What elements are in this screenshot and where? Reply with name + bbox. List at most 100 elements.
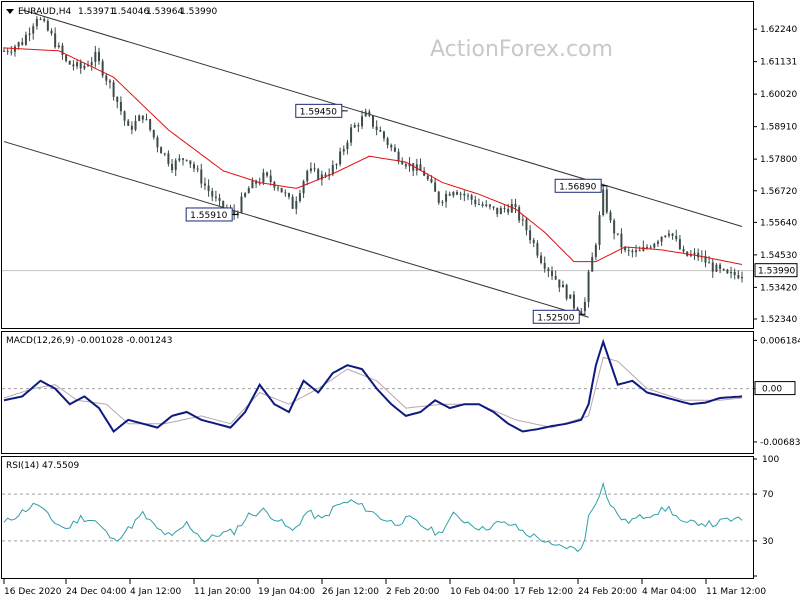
candle-body xyxy=(532,240,535,244)
candle-body xyxy=(156,137,159,148)
candle-body xyxy=(445,193,448,202)
candle-body xyxy=(90,61,93,66)
current-price-label: 1.53990 xyxy=(758,267,795,277)
ohlc-open: 1.53971 xyxy=(78,7,115,17)
candle-body xyxy=(39,18,42,20)
candle-body xyxy=(313,168,316,170)
time-tick-label: 4 Jan 12:00 xyxy=(130,587,182,597)
candle-body xyxy=(456,192,459,195)
rsi-tick-label: 100 xyxy=(762,455,779,465)
candle-body xyxy=(339,151,342,165)
price-title: EURAUD,H4 xyxy=(18,7,71,17)
candle-body xyxy=(551,271,554,276)
candle-body xyxy=(393,147,396,152)
candle-body xyxy=(678,239,681,250)
candle-body xyxy=(21,42,24,45)
candle-body xyxy=(211,191,214,197)
candle-body xyxy=(715,264,718,272)
candle-body xyxy=(284,192,287,194)
candle-body xyxy=(298,193,301,202)
candle-body xyxy=(477,204,480,206)
candle-body xyxy=(379,129,382,132)
annotation-box xyxy=(554,178,602,193)
candle-body xyxy=(251,180,254,189)
candle-body xyxy=(415,164,418,171)
time-tick-label: 19 Jan 04:00 xyxy=(258,587,315,597)
candle-body xyxy=(28,33,31,35)
macd-panel-frame xyxy=(1,331,754,454)
candle-body xyxy=(244,193,247,197)
candle-body xyxy=(6,50,9,52)
time-tick-label: 10 Feb 04:00 xyxy=(450,587,509,597)
candle-body xyxy=(134,120,137,130)
candle-body xyxy=(368,111,371,116)
candle-body xyxy=(518,207,521,221)
candle-body xyxy=(123,111,126,121)
ohlc-close: 1.53990 xyxy=(180,7,217,17)
candle-body xyxy=(116,96,119,102)
candle-body xyxy=(689,254,692,256)
candle-body xyxy=(510,203,513,213)
candle-body xyxy=(141,115,144,120)
candle-body xyxy=(397,151,400,162)
candle-body xyxy=(79,62,82,69)
current-price-box xyxy=(754,263,798,278)
candle-body xyxy=(572,294,575,309)
candle-body xyxy=(591,256,594,272)
candle-body xyxy=(302,181,305,194)
candle-body xyxy=(722,268,725,270)
candle-body xyxy=(167,153,170,164)
time-tick-label: 4 Mar 04:00 xyxy=(642,587,697,597)
rsi-title: RSI(14) 47.5509 xyxy=(6,461,79,471)
dropdown-triangle-icon xyxy=(6,9,14,14)
candle-body xyxy=(408,163,411,167)
candle-body xyxy=(587,271,590,302)
candle-body xyxy=(423,170,426,176)
candle-body xyxy=(540,255,543,263)
watermark-text: ActionForex.com xyxy=(430,37,613,62)
price-tick-label: 1.61131 xyxy=(760,58,797,68)
candle-body xyxy=(277,187,280,189)
candle-body xyxy=(631,250,634,253)
annotation-label: 1.52500 xyxy=(537,313,574,323)
candle-body xyxy=(726,269,729,274)
rsi-lines xyxy=(3,481,743,553)
macd-signal-line xyxy=(3,356,743,429)
candle-body xyxy=(127,120,130,126)
candle-body xyxy=(350,127,353,143)
rsi-grid xyxy=(2,493,753,542)
ohlc-high: 1.54046 xyxy=(112,7,149,17)
macd-title: MACD(12,26,9) -0.001028 -0.001243 xyxy=(6,336,172,346)
candle-body xyxy=(733,271,736,276)
candle-body xyxy=(335,164,338,166)
candle-body xyxy=(609,212,612,221)
candle-body xyxy=(222,200,225,209)
macd-axis: 0.0061840.00-0.0068370.00 xyxy=(753,336,800,448)
candle-body xyxy=(521,219,524,221)
annotation-box xyxy=(295,103,343,118)
candle-body xyxy=(382,131,385,139)
candle-body xyxy=(262,172,265,183)
candle-body xyxy=(247,188,250,194)
time-tick-label: 11 Jan 20:00 xyxy=(194,587,251,597)
rsi-panel-frame xyxy=(1,456,754,579)
candle-body xyxy=(130,125,133,130)
price-tick-label: 1.62240 xyxy=(760,25,797,35)
candle-body xyxy=(97,51,100,62)
macd-tick-label: -0.006837 xyxy=(760,438,800,448)
time-axis: 16 Dec 2020 24 Dec 04:00 4 Jan 12:00 11 Jan… xyxy=(3,579,766,597)
candle-body xyxy=(94,51,97,62)
candle-body xyxy=(291,196,294,209)
time-tick-label: 26 Jan 12:00 xyxy=(322,587,379,597)
candle-body xyxy=(452,192,455,196)
candle-body xyxy=(485,204,488,207)
candle-body xyxy=(185,159,188,161)
macd-tick-label: 0.006184 xyxy=(760,336,800,346)
price-tick-label: 1.54530 xyxy=(760,251,797,261)
candle-body xyxy=(35,18,38,27)
candle-body xyxy=(412,163,415,171)
annotation-label: 1.59450 xyxy=(300,107,337,117)
candle-body xyxy=(737,275,740,279)
price-tick-label: 1.53420 xyxy=(760,283,797,293)
